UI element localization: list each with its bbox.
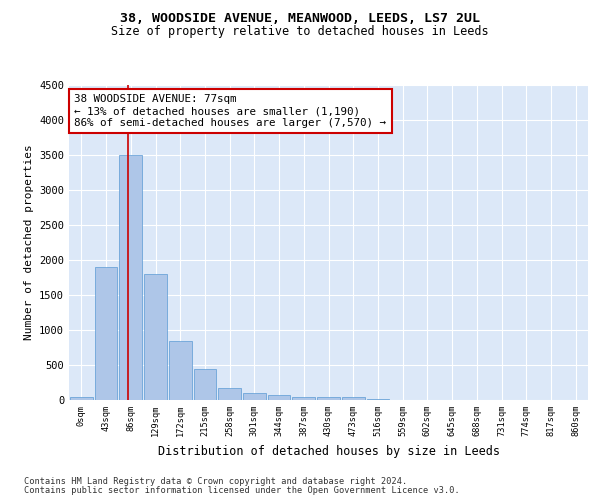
Bar [292,396,315,400]
Bar [342,397,365,400]
Text: Size of property relative to detached houses in Leeds: Size of property relative to detached ho… [111,25,489,38]
Bar [169,340,191,400]
Bar [144,274,167,400]
Text: Contains HM Land Registry data © Crown copyright and database right 2024.: Contains HM Land Registry data © Crown c… [24,477,407,486]
X-axis label: Distribution of detached houses by size in Leeds: Distribution of detached houses by size … [157,444,499,458]
Bar [95,267,118,400]
Y-axis label: Number of detached properties: Number of detached properties [23,144,34,340]
Text: Contains public sector information licensed under the Open Government Licence v3: Contains public sector information licen… [24,486,460,495]
Bar [268,395,290,400]
Bar [194,368,216,400]
Text: 38, WOODSIDE AVENUE, MEANWOOD, LEEDS, LS7 2UL: 38, WOODSIDE AVENUE, MEANWOOD, LEEDS, LS… [120,12,480,26]
Bar [119,155,142,400]
Bar [218,388,241,400]
Bar [317,397,340,400]
Bar [70,396,93,400]
Bar [243,393,266,400]
Text: 38 WOODSIDE AVENUE: 77sqm
← 13% of detached houses are smaller (1,190)
86% of se: 38 WOODSIDE AVENUE: 77sqm ← 13% of detac… [74,94,386,128]
